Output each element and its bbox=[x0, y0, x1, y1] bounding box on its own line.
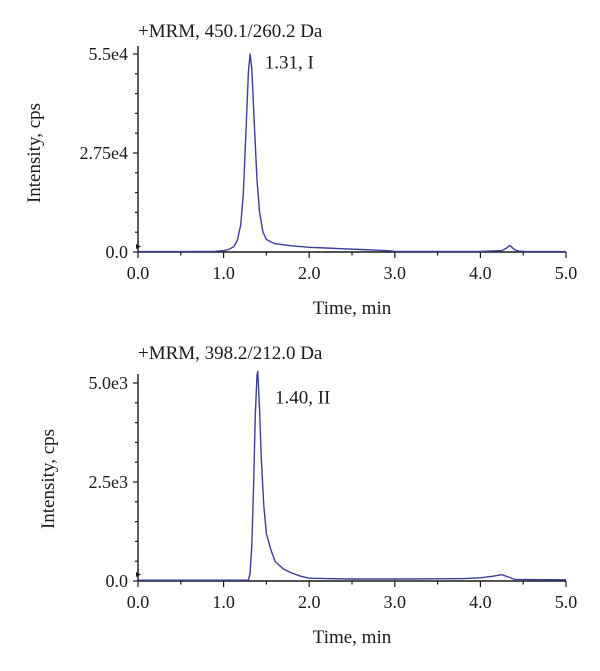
chart-2-x-tick-label-0: 0.0 bbox=[127, 592, 150, 612]
chart-2-x-tick-label-5: 5.0 bbox=[555, 592, 578, 612]
chart-2-peak-annotation: 1.40, II bbox=[275, 388, 330, 409]
chart-2-y-tick-label-1: 2.5e3 bbox=[89, 472, 129, 492]
chart-1-y-axis-label: Intensity, cps bbox=[24, 103, 45, 203]
chart-1-origin-marker bbox=[136, 244, 141, 249]
chart-2-origin-marker bbox=[136, 572, 141, 577]
chart-1-x-tick-label-5: 5.0 bbox=[555, 263, 578, 283]
chart-2-x-tick-label-4: 4.0 bbox=[469, 592, 492, 612]
chart-2-x-tick-label-3: 3.0 bbox=[384, 592, 407, 612]
chart-1-series-line bbox=[138, 53, 566, 253]
chart-1-x-tick-label-2: 2.0 bbox=[298, 263, 321, 283]
chart-panel-2: +MRM, 398.2/212.0 Da Intensity, cps Time… bbox=[38, 343, 577, 648]
chart-1-x-axis-label: Time, min bbox=[313, 298, 392, 319]
chart-1-x-tick-label-3: 3.0 bbox=[384, 263, 407, 283]
chart-2-series-line bbox=[138, 370, 567, 581]
chart-1-x-tick-label-1: 1.0 bbox=[212, 263, 235, 283]
chart-1-x-tick-label-4: 4.0 bbox=[469, 263, 492, 283]
chart-1-y-tick-label-1: 2.75e4 bbox=[80, 143, 129, 163]
chart-2-y-axis-label: Intensity, cps bbox=[38, 429, 59, 529]
chart-2-y-tick-label-0: 0.0 bbox=[106, 571, 129, 591]
chart-2-x-axis-label: Time, min bbox=[313, 627, 392, 648]
chart-1-peak-annotation: 1.31, I bbox=[265, 52, 314, 73]
chart-1-title: +MRM, 450.1/260.2 Da bbox=[138, 21, 323, 42]
chart-2-y-tick-label-2: 5.0e3 bbox=[89, 373, 129, 393]
chart-1-x-tick-label-0: 0.0 bbox=[127, 263, 150, 283]
chart-2-x-tick-label-1: 1.0 bbox=[212, 592, 235, 612]
chart-2-title: +MRM, 398.2/212.0 Da bbox=[138, 343, 323, 364]
chart-panel-1: +MRM, 450.1/260.2 Da Intensity, cps Time… bbox=[24, 21, 577, 319]
chart-1-y-tick-label-2: 5.5e4 bbox=[89, 44, 129, 64]
chart-1-y-tick-label-0: 0.0 bbox=[106, 242, 129, 262]
chart-2-x-tick-label-2: 2.0 bbox=[298, 592, 321, 612]
